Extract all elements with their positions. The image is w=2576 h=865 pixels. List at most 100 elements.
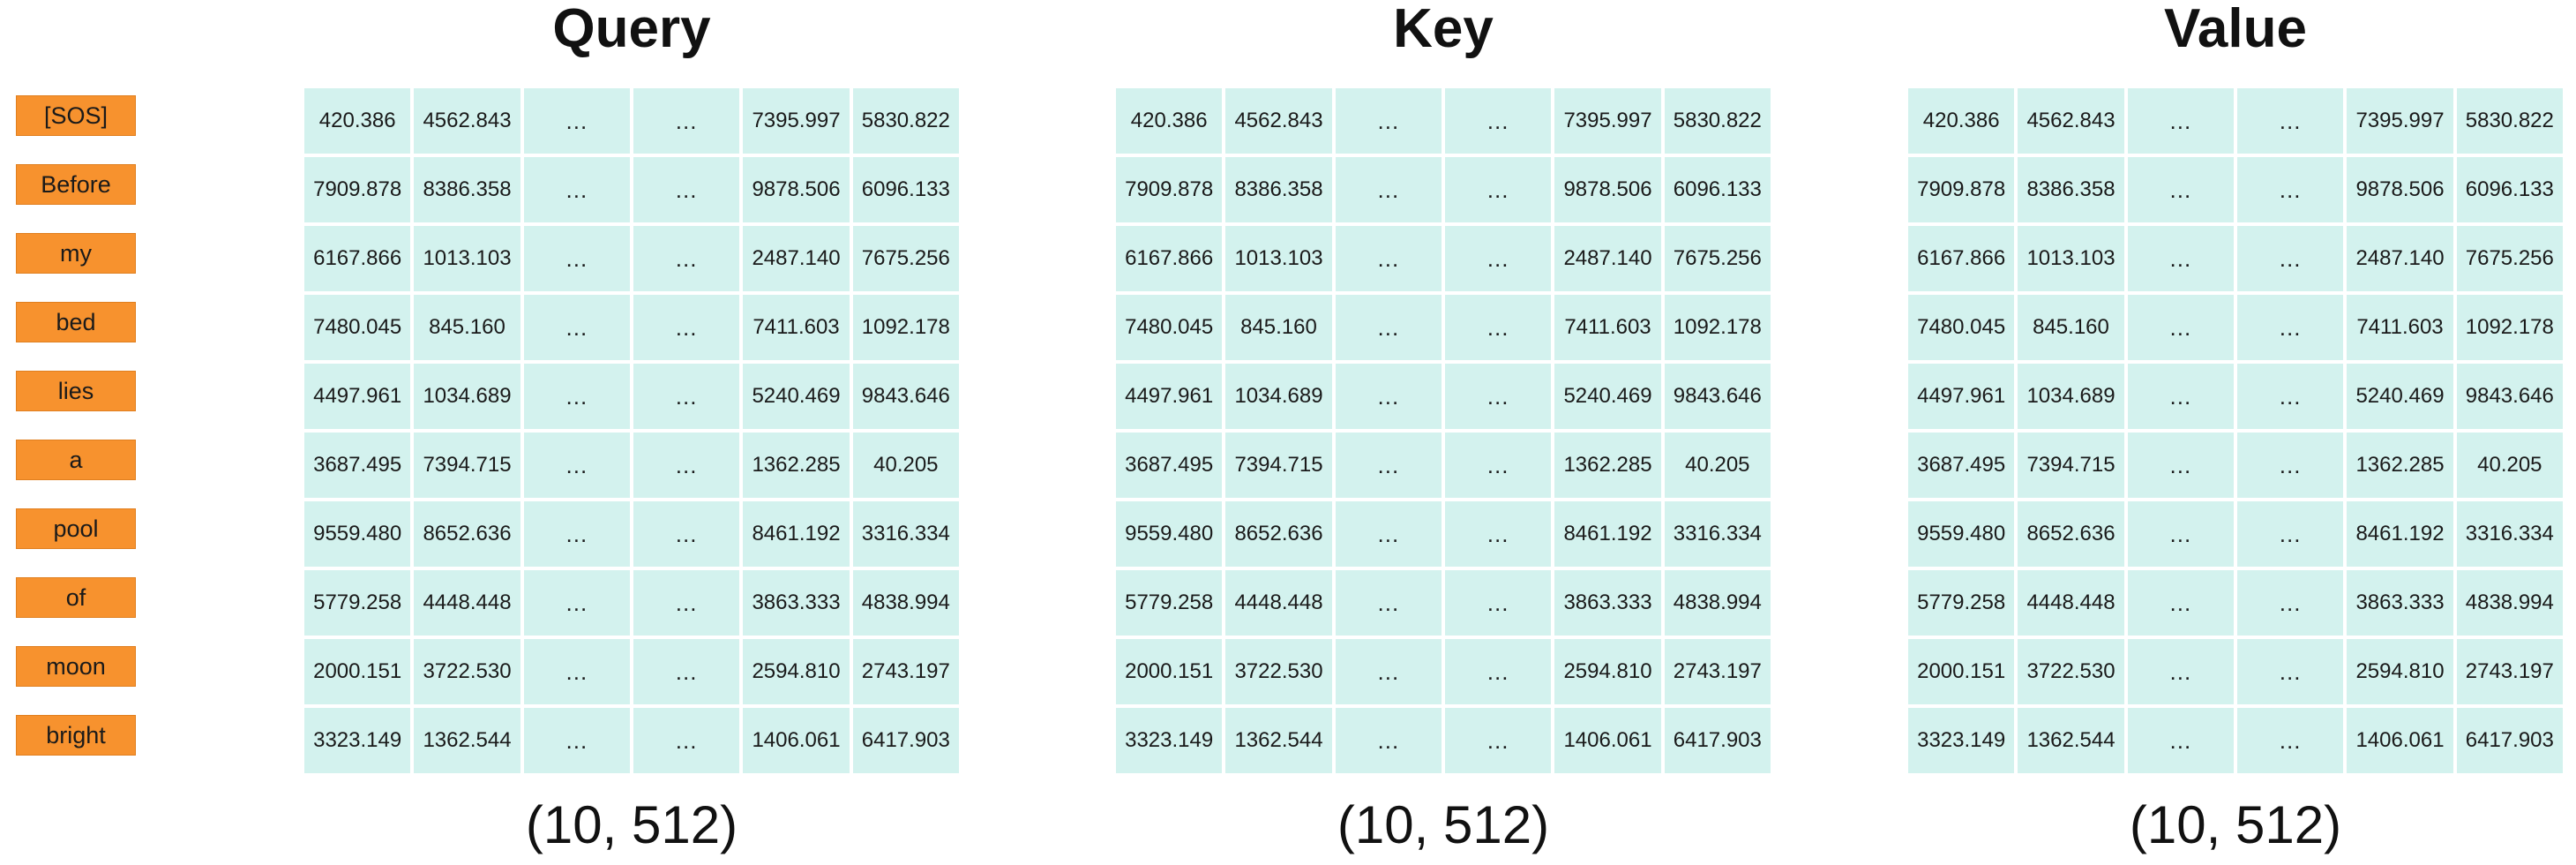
matrix-cell: 1362.544 [414, 708, 520, 773]
matrix-cell: 4562.843 [414, 88, 520, 154]
matrix-cell: 4448.448 [414, 570, 520, 636]
matrix-cell: 5240.469 [743, 364, 850, 429]
matrix-cell: 7675.256 [1664, 226, 1771, 291]
matrix-cell: … [1335, 501, 1442, 567]
matrix-cell: … [2237, 364, 2344, 429]
matrix-cell: 3722.530 [414, 639, 520, 704]
matrix-cell: … [633, 570, 740, 636]
token-label: lies [16, 371, 136, 411]
matrix-cell: … [1335, 295, 1442, 360]
matrix-cell: … [1335, 570, 1442, 636]
matrix-cell: 3316.334 [852, 501, 959, 567]
value-matrix: 420.386 4562.843…… 7395.997 5830.822 7909.87… [1908, 88, 2563, 773]
matrix-cell: … [1445, 295, 1552, 360]
matrix-cell: … [1335, 708, 1442, 773]
matrix-cell: … [1445, 364, 1552, 429]
matrix-cell: … [633, 708, 740, 773]
matrix-cell: 2487.140 [2347, 226, 2453, 291]
matrix-cell: … [523, 295, 630, 360]
matrix-cell: 8386.358 [1225, 157, 1332, 222]
matrix-cell: 6417.903 [2456, 708, 2563, 773]
matrix-cell: 5779.258 [1116, 570, 1223, 636]
matrix-cell: 7395.997 [2347, 88, 2453, 154]
matrix-cell: 8461.192 [1554, 501, 1661, 567]
matrix-cell: 40.205 [852, 432, 959, 498]
matrix-cell: 4497.961 [304, 364, 411, 429]
query-matrix: 420.386 4562.843…… 7395.997 5830.822 7909.87… [304, 88, 959, 773]
value-panel: Value 420.386 4562.843…… 7395.997 5830.822 7… [1908, 0, 2563, 865]
matrix-cell: 420.386 [1908, 88, 2015, 154]
matrix-cell: 2743.197 [1664, 639, 1771, 704]
matrix-cell: 3687.495 [1116, 432, 1223, 498]
matrix-cell: … [1335, 364, 1442, 429]
key-panel: Key 420.386 4562.843…… 7395.997 5830.822 790… [1116, 0, 1771, 865]
matrix-cell: … [2127, 570, 2234, 636]
matrix-cell: … [523, 570, 630, 636]
matrix-cell: 1362.285 [1554, 432, 1661, 498]
matrix-cell: 6167.866 [304, 226, 411, 291]
matrix-cell: 1034.689 [1225, 364, 1332, 429]
matrix-cell: 1406.061 [2347, 708, 2453, 773]
matrix-cell: … [633, 157, 740, 222]
matrix-cell: 40.205 [2456, 432, 2563, 498]
matrix-cell: 1013.103 [2018, 226, 2124, 291]
matrix-cell: 2000.151 [1908, 639, 2015, 704]
matrix-cell: … [2237, 570, 2344, 636]
matrix-cell: … [523, 639, 630, 704]
matrix-cell: … [523, 708, 630, 773]
matrix-cell: … [633, 295, 740, 360]
matrix-cell: 6096.133 [1664, 157, 1771, 222]
matrix-cell: 4562.843 [2018, 88, 2124, 154]
matrix-cell: 3722.530 [2018, 639, 2124, 704]
matrix-cell: 1034.689 [2018, 364, 2124, 429]
matrix-cell: … [2127, 432, 2234, 498]
matrix-cell: 9843.646 [2456, 364, 2563, 429]
key-matrix: 420.386 4562.843…… 7395.997 5830.822 7909.87… [1116, 88, 1771, 773]
matrix-cell: … [2237, 226, 2344, 291]
matrix-cell: 1092.178 [852, 295, 959, 360]
matrix-cell: 8386.358 [2018, 157, 2124, 222]
matrix-cell: … [2237, 501, 2344, 567]
matrix-cell: 8652.636 [2018, 501, 2124, 567]
matrix-cell: … [2237, 639, 2344, 704]
token-label: [SOS] [16, 95, 136, 136]
matrix-cell: 2743.197 [852, 639, 959, 704]
matrix-cell: 2000.151 [1116, 639, 1223, 704]
matrix-cell: … [633, 432, 740, 498]
matrix-cell: 2743.197 [2456, 639, 2563, 704]
matrix-cell: 1362.544 [1225, 708, 1332, 773]
matrix-cell: … [2127, 364, 2234, 429]
matrix-cell: 7909.878 [1116, 157, 1223, 222]
panel-title: Value [2164, 0, 2307, 59]
matrix-cell: 3687.495 [304, 432, 411, 498]
matrix-cell: 7395.997 [743, 88, 850, 154]
matrix-cell: 3323.149 [304, 708, 411, 773]
matrix-cell: 5830.822 [2456, 88, 2563, 154]
matrix-cell: 2487.140 [1554, 226, 1661, 291]
matrix-cell: … [1445, 570, 1552, 636]
matrix-cell: 5240.469 [2347, 364, 2453, 429]
matrix-cell: 7909.878 [1908, 157, 2015, 222]
matrix-cell: 3323.149 [1116, 708, 1223, 773]
query-panel: Query 420.386 4562.843…… 7395.997 5830.822 7… [304, 0, 959, 865]
matrix-cell: … [1445, 226, 1552, 291]
matrix-cell: 6167.866 [1908, 226, 2015, 291]
token-label: bed [16, 302, 136, 342]
matrix-cell: … [1445, 88, 1552, 154]
matrix-cell: 8461.192 [743, 501, 850, 567]
matrix-cell: 7411.603 [1554, 295, 1661, 360]
matrix-cell: 8461.192 [2347, 501, 2453, 567]
matrix-cell: 9843.646 [1664, 364, 1771, 429]
matrix-cell: 4562.843 [1225, 88, 1332, 154]
matrix-cell: 7480.045 [1908, 295, 2015, 360]
matrix-shape-label: (10, 512) [2129, 795, 2342, 854]
token-label: bright [16, 715, 136, 756]
matrix-cell: 1034.689 [414, 364, 520, 429]
matrix-cell: 4838.994 [852, 570, 959, 636]
matrix-cell: 1092.178 [2456, 295, 2563, 360]
matrix-cell: 3316.334 [1664, 501, 1771, 567]
matrix-cell: 9559.480 [304, 501, 411, 567]
matrix-cell: 4448.448 [2018, 570, 2124, 636]
matrix-cell: … [2127, 226, 2234, 291]
matrix-cell: … [2237, 295, 2344, 360]
